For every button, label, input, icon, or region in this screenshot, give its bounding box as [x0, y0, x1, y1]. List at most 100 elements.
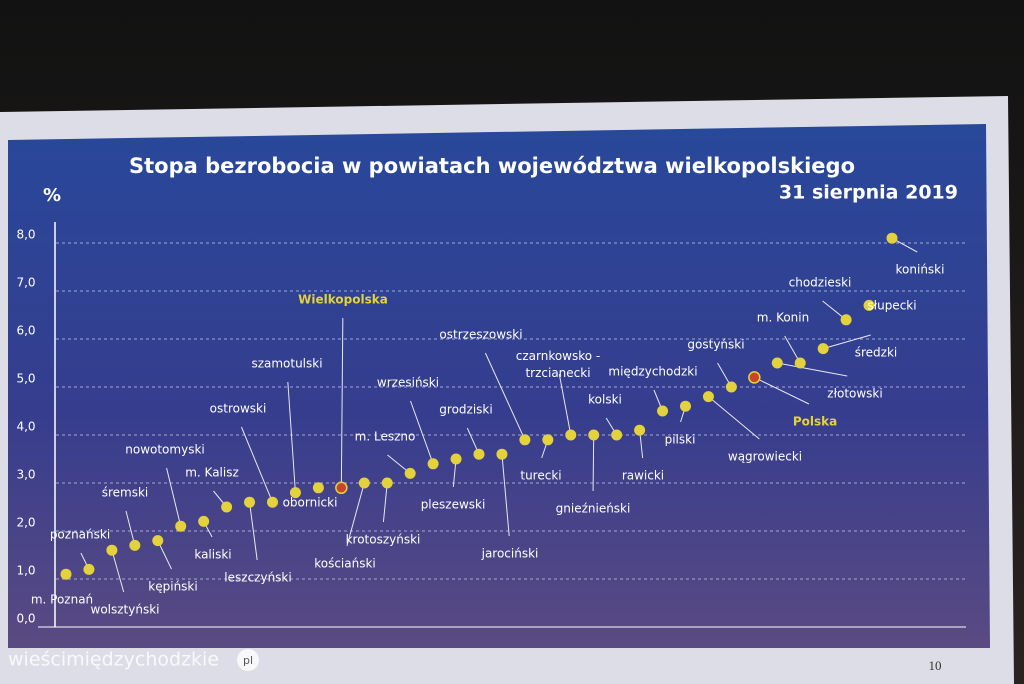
data-point — [60, 568, 72, 580]
leader-line — [754, 376, 810, 405]
leader-line — [240, 426, 273, 503]
y-tick-label: 6,0 — [16, 324, 35, 338]
data-point — [175, 520, 187, 532]
data-point — [83, 563, 95, 575]
data-point — [794, 357, 806, 369]
point-label: czarnkowsko -trzcianecki — [516, 349, 601, 380]
chart-subtitle: 31 sierpnia 2019 — [779, 182, 958, 204]
data-point — [289, 487, 301, 499]
point-label: ostrowski — [210, 402, 267, 416]
y-tick-label: 3,0 — [16, 468, 35, 482]
point-label: leszczyński — [224, 571, 291, 585]
point-label: gnieźnieński — [556, 502, 631, 516]
y-axis-label: % — [43, 185, 61, 206]
point-label: pilski — [665, 433, 696, 447]
data-point — [267, 496, 278, 508]
point-label: kaliski — [194, 548, 231, 562]
data-point — [748, 371, 761, 384]
data-point — [886, 232, 898, 244]
point-label: m. Leszno — [355, 430, 416, 444]
data-point — [657, 405, 669, 417]
point-label: jarociński — [481, 547, 539, 561]
point-label: m. Kalisz — [185, 466, 239, 480]
slide — [8, 124, 990, 648]
point-label: szamotulski — [251, 357, 322, 371]
leader-line — [249, 502, 258, 561]
data-point — [634, 424, 646, 436]
data-point — [427, 458, 439, 470]
point-label: poznański — [50, 528, 110, 542]
point-label: chodzieski — [789, 276, 852, 290]
watermark-badge — [237, 649, 259, 671]
point-label: średzki — [855, 346, 898, 360]
leader-line — [125, 510, 136, 546]
data-point — [817, 343, 829, 355]
data-point — [771, 357, 783, 369]
data-point — [840, 314, 852, 326]
point-label: Wielkopolska — [298, 293, 388, 307]
page-number: 10 — [929, 658, 942, 673]
y-tick-label: 8,0 — [16, 228, 35, 242]
data-point — [863, 299, 875, 311]
y-tick-label: 0,0 — [16, 612, 35, 626]
point-label: kościański — [314, 557, 376, 571]
leader-line — [592, 434, 595, 492]
data-point — [473, 448, 485, 460]
leader-line — [410, 400, 434, 464]
point-label: Polska — [793, 415, 837, 429]
data-point — [496, 448, 508, 460]
leader-line — [111, 550, 125, 593]
data-point — [565, 429, 577, 441]
data-point — [152, 535, 164, 547]
y-tick-label: 5,0 — [16, 372, 35, 386]
data-point — [588, 429, 600, 441]
chart-title: Stopa bezrobocia w powiatach województwa… — [129, 154, 855, 178]
point-label: koniński — [896, 263, 945, 277]
data-point — [358, 477, 370, 489]
data-point — [221, 501, 233, 513]
point-label: krotoszyński — [346, 533, 421, 547]
data-point — [381, 477, 393, 489]
leader-line — [382, 482, 388, 523]
point-label: wolsztyński — [91, 603, 160, 617]
point-label: międzychodzki — [608, 365, 697, 379]
y-tick-label: 1,0 — [16, 564, 35, 578]
point-label: słupecki — [867, 299, 916, 313]
data-point — [244, 496, 256, 508]
point-label: turecki — [520, 469, 561, 483]
point-label: grodziski — [439, 403, 492, 417]
data-point — [312, 482, 324, 494]
point-label: kolski — [588, 393, 622, 407]
leader-line — [777, 362, 848, 377]
point-label: wągrowiecki — [728, 450, 802, 464]
point-label: złotowski — [827, 387, 882, 401]
data-point — [680, 400, 691, 412]
point-label: pleszewski — [421, 498, 486, 512]
data-point — [519, 434, 531, 446]
leader-line — [287, 381, 296, 493]
point-label: gostyński — [687, 338, 744, 352]
point-label: obornicki — [283, 496, 338, 510]
data-point — [702, 391, 714, 403]
y-tick-label: 4,0 — [16, 420, 35, 434]
data-point — [129, 539, 141, 551]
watermark: wieścimiędzychodzkie — [8, 649, 219, 671]
data-point — [404, 467, 416, 479]
leader-line — [708, 396, 760, 440]
data-point — [450, 453, 462, 465]
data-point — [106, 544, 118, 556]
point-label: nowotomyski — [125, 443, 204, 457]
leader-line — [166, 467, 182, 527]
data-point — [198, 515, 210, 527]
point-label: wrzesiński — [377, 376, 439, 390]
leader-line — [346, 482, 365, 547]
data-point — [335, 481, 348, 495]
point-label: kępiński — [148, 580, 197, 594]
data-point — [542, 434, 554, 446]
leader-line — [501, 454, 510, 537]
point-label: m. Konin — [757, 311, 809, 325]
data-point — [725, 381, 737, 393]
data-point — [611, 429, 623, 441]
point-label: śremski — [102, 486, 149, 500]
